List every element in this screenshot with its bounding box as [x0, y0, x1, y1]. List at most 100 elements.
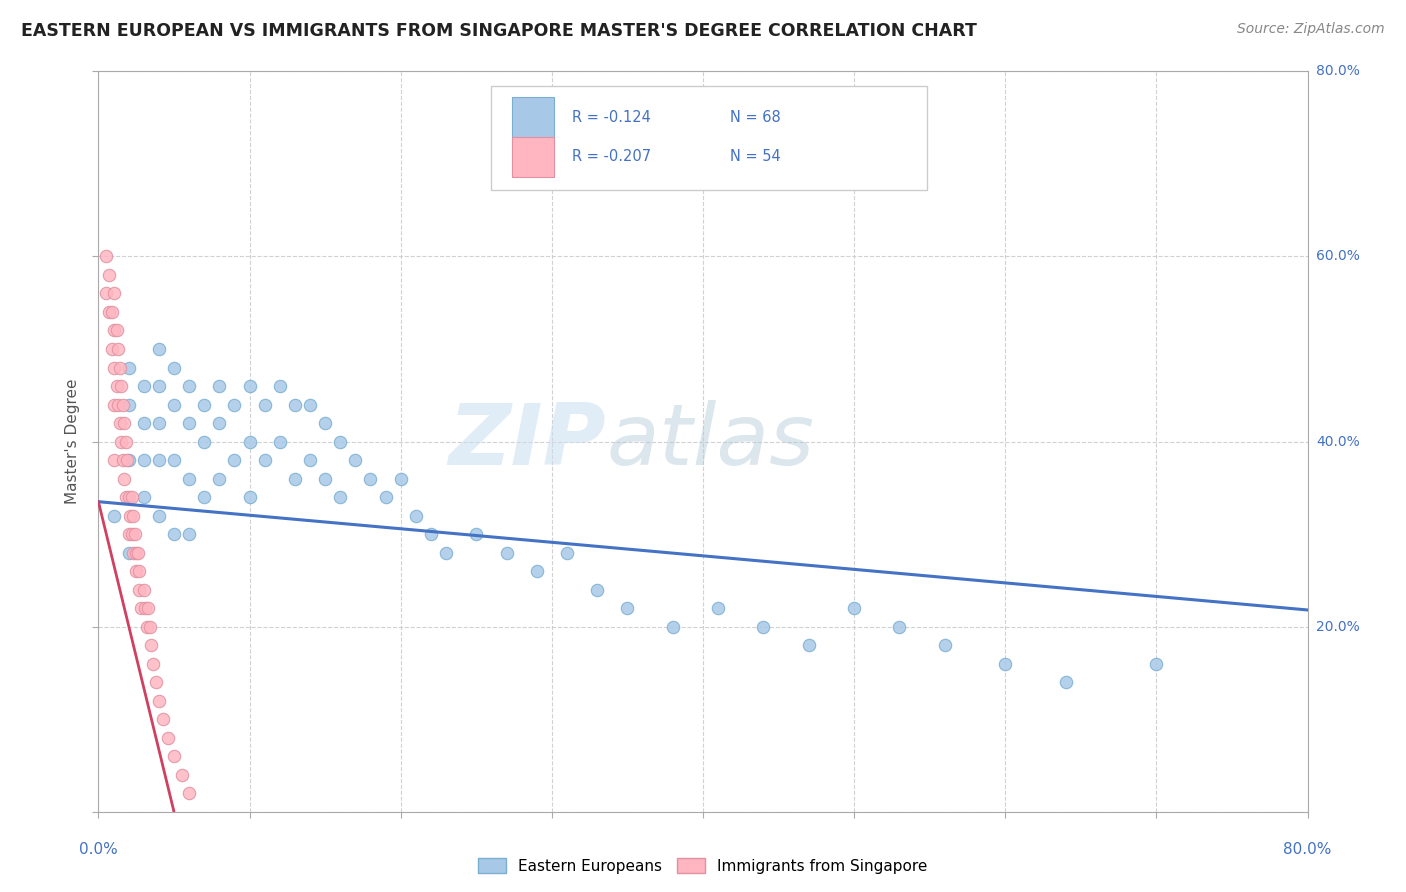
Point	[179, 527, 201, 541]
Point	[374, 490, 396, 504]
Point	[170, 767, 193, 781]
Point	[103, 286, 125, 301]
Point	[208, 379, 231, 393]
Point	[142, 657, 165, 671]
Point	[934, 638, 956, 652]
Point	[94, 286, 117, 301]
Point	[269, 379, 291, 393]
Point	[994, 657, 1017, 671]
Point	[110, 379, 132, 393]
Point	[114, 490, 136, 504]
Point	[112, 416, 135, 430]
Point	[163, 749, 186, 764]
Point	[125, 564, 148, 578]
Point	[94, 250, 117, 264]
Point	[121, 527, 143, 541]
Point	[148, 508, 170, 523]
Point	[329, 434, 352, 449]
Point	[526, 564, 548, 578]
Text: Source: ZipAtlas.com: Source: ZipAtlas.com	[1237, 22, 1385, 37]
Point	[179, 379, 201, 393]
Point	[163, 527, 186, 541]
Point	[103, 398, 125, 412]
Text: 40.0%: 40.0%	[1316, 434, 1360, 449]
Point	[129, 601, 152, 615]
Point	[110, 434, 132, 449]
Point	[128, 564, 150, 578]
Text: R = -0.124: R = -0.124	[572, 110, 651, 125]
Point	[344, 453, 367, 467]
Point	[299, 398, 322, 412]
Point	[239, 434, 262, 449]
Point	[224, 398, 246, 412]
Point	[360, 472, 382, 486]
Point	[405, 508, 427, 523]
Point	[98, 305, 121, 319]
Point	[844, 601, 866, 615]
Text: 20.0%: 20.0%	[1316, 620, 1360, 633]
Point	[132, 490, 155, 504]
Text: N = 54: N = 54	[730, 149, 780, 164]
Point	[314, 472, 336, 486]
Point	[132, 453, 155, 467]
Point	[239, 379, 262, 393]
Point	[118, 360, 141, 375]
Point	[156, 731, 179, 745]
Point	[118, 398, 141, 412]
Point	[107, 398, 129, 412]
Point	[193, 434, 215, 449]
Point	[314, 416, 336, 430]
Text: 80.0%: 80.0%	[1284, 842, 1331, 857]
Point	[132, 379, 155, 393]
Point	[284, 472, 307, 486]
Point	[889, 619, 911, 633]
Point	[616, 601, 638, 615]
Point	[124, 527, 146, 541]
Point	[122, 508, 145, 523]
Point	[465, 527, 488, 541]
Point	[105, 324, 128, 338]
Point	[139, 619, 162, 633]
Point	[179, 472, 201, 486]
Point	[136, 601, 159, 615]
Point	[118, 545, 141, 560]
Point	[128, 582, 150, 597]
Text: 0.0%: 0.0%	[79, 842, 118, 857]
Point	[107, 342, 129, 356]
Point	[98, 268, 121, 282]
Point	[1144, 657, 1167, 671]
Point	[253, 453, 276, 467]
Point	[132, 582, 155, 597]
Point	[163, 453, 186, 467]
Point	[239, 490, 262, 504]
Text: atlas: atlas	[606, 400, 814, 483]
Point	[148, 379, 170, 393]
Point	[253, 398, 276, 412]
Point	[434, 545, 457, 560]
Point	[797, 638, 820, 652]
FancyBboxPatch shape	[492, 87, 927, 190]
Point	[134, 601, 156, 615]
Point	[132, 416, 155, 430]
Point	[208, 472, 231, 486]
Point	[141, 638, 163, 652]
Point	[661, 619, 683, 633]
Point	[163, 398, 186, 412]
Point	[284, 398, 307, 412]
Point	[122, 545, 145, 560]
Point	[148, 694, 170, 708]
Point	[555, 545, 578, 560]
Point	[193, 398, 215, 412]
Point	[118, 490, 141, 504]
Point	[108, 360, 131, 375]
Point	[148, 416, 170, 430]
Point	[135, 619, 157, 633]
Point	[112, 472, 135, 486]
Point	[495, 545, 517, 560]
Point	[120, 508, 142, 523]
Text: 60.0%: 60.0%	[1316, 250, 1360, 263]
Point	[148, 342, 170, 356]
Point	[707, 601, 730, 615]
Point	[111, 453, 134, 467]
Point	[145, 675, 167, 690]
